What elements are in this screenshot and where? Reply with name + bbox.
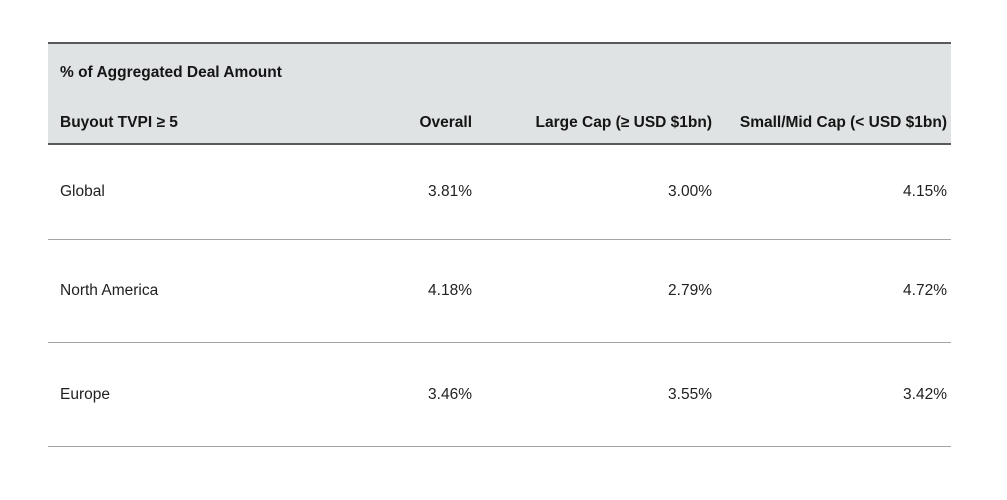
- column-header-row-label: Buyout TVPI ≥ 5: [60, 114, 178, 131]
- column-header-small-mid-cap: Small/Mid Cap (< USD $1bn): [739, 114, 947, 131]
- deal-amount-table: % of Aggregated Deal Amount Buyout TVPI …: [48, 42, 951, 447]
- column-header-row: Buyout TVPI ≥ 5 Overall Large Cap (≥ USD…: [48, 113, 951, 132]
- cell-north-america-small-mid-cap: 4.72%: [903, 282, 947, 299]
- cell-north-america-overall: 4.18%: [428, 282, 472, 299]
- cell-north-america-large-cap: 2.79%: [668, 282, 712, 299]
- cell-global-small-mid-cap: 4.15%: [903, 183, 947, 200]
- table-header: % of Aggregated Deal Amount Buyout TVPI …: [48, 42, 951, 145]
- cell-europe-small-mid-cap: 3.42%: [903, 385, 947, 403]
- row-label-north-america: North America: [60, 282, 159, 299]
- cell-europe-large-cap: 3.55%: [668, 385, 712, 403]
- table-title: % of Aggregated Deal Amount: [60, 64, 282, 81]
- cell-global-large-cap: 3.00%: [668, 183, 712, 200]
- table-row-europe: Europe 3.46% 3.55% 3.42%: [48, 343, 951, 447]
- cell-global-overall: 3.81%: [428, 183, 472, 200]
- row-label-global: Global: [60, 183, 105, 200]
- table-row-global: Global 3.81% 3.00% 4.15%: [48, 145, 951, 240]
- cell-europe-overall: 3.46%: [428, 385, 472, 403]
- column-header-overall: Overall: [419, 114, 472, 131]
- row-label-europe: Europe: [60, 385, 110, 403]
- column-header-large-cap: Large Cap (≥ USD $1bn): [535, 114, 712, 131]
- table-row-north-america: North America 4.18% 2.79% 4.72%: [48, 240, 951, 343]
